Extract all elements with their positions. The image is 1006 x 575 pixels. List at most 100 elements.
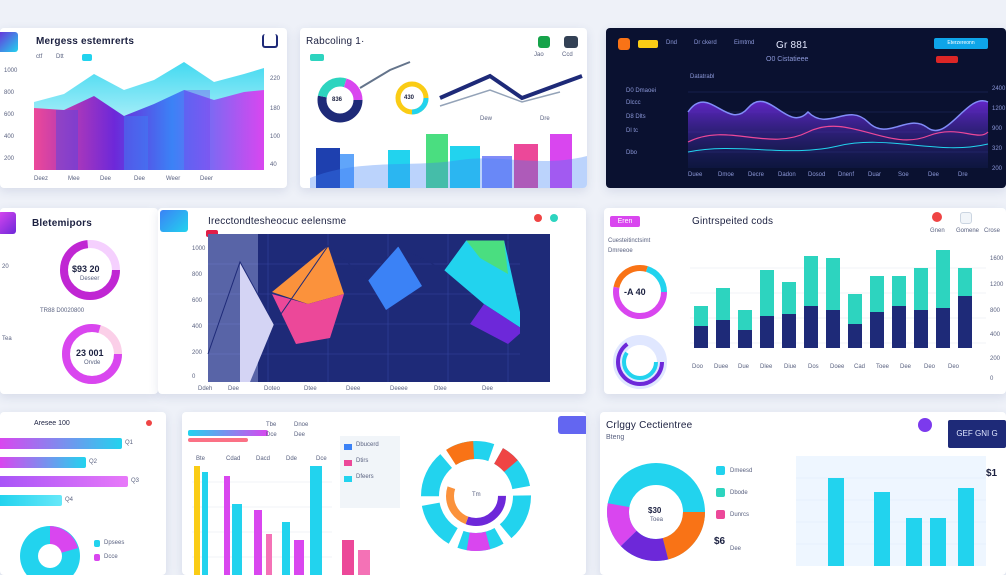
donut-slice bbox=[607, 463, 705, 561]
donut-slice bbox=[607, 463, 705, 561]
refresh-icon[interactable] bbox=[550, 214, 558, 222]
bar bbox=[906, 518, 922, 566]
header-bar bbox=[188, 430, 268, 436]
toolbar-item[interactable]: Crose bbox=[984, 228, 1001, 234]
bar-row bbox=[0, 457, 86, 468]
y-tick: 320 bbox=[992, 146, 1003, 152]
x-tick: Due bbox=[738, 364, 750, 370]
area-wave bbox=[310, 156, 587, 188]
series-pink bbox=[272, 294, 344, 344]
panel-aresee: Aresee 100 Q1 Q2 Q3 Q4 Dpsees Dcce bbox=[0, 412, 166, 575]
x-tick: Ddeh bbox=[198, 386, 213, 392]
x-tick: Dee bbox=[228, 386, 240, 392]
legend-item: Dlccc bbox=[626, 100, 641, 106]
toolbar-item[interactable]: Gnen bbox=[930, 228, 945, 234]
panel-gr881: Dnd Dr ckerd Eimtmd Gr 881 O0 Cistatieee… bbox=[606, 28, 1006, 188]
primary-button[interactable]: GEF GNI G bbox=[948, 420, 1006, 448]
gintrspeited-widgets bbox=[613, 265, 667, 389]
legend-item: ctf bbox=[36, 54, 43, 60]
x-tick: Cad bbox=[854, 364, 866, 370]
share-icon[interactable] bbox=[960, 212, 972, 224]
inner-ring bbox=[446, 466, 506, 526]
toggle-icon[interactable] bbox=[538, 36, 550, 48]
y-tick: 200 bbox=[4, 156, 15, 162]
x-tick: Dee bbox=[900, 364, 912, 370]
y-tick: 600 bbox=[192, 298, 203, 304]
panel-gintrspeited: Eren Gintrspeited cods Cuesteitinctsimt … bbox=[604, 208, 1006, 394]
legend-item: D0 Dmaoei bbox=[626, 88, 657, 94]
bar-label: Q1 bbox=[125, 440, 134, 446]
header-label: Dnoe bbox=[294, 422, 309, 428]
legend-item: Dunrcs bbox=[730, 512, 750, 518]
bar bbox=[804, 306, 818, 348]
settings-icon[interactable] bbox=[564, 36, 578, 48]
user-avatar[interactable] bbox=[918, 418, 932, 432]
axis-label: Dre bbox=[540, 116, 550, 122]
donut-b-fill bbox=[62, 324, 122, 384]
legend-swatch bbox=[94, 554, 100, 561]
bar bbox=[224, 476, 230, 575]
bar bbox=[316, 148, 340, 188]
bar-label: Q2 bbox=[89, 459, 98, 465]
menu-icon[interactable] bbox=[0, 212, 16, 234]
x-tick: Dre bbox=[958, 172, 968, 178]
donut-ring-segment bbox=[613, 265, 667, 319]
horizontal-bar-chart: Q1 Q2 Q3 Q4 bbox=[0, 438, 160, 522]
bar bbox=[936, 308, 950, 348]
bar bbox=[870, 312, 884, 348]
series-purple bbox=[470, 304, 524, 344]
bar bbox=[388, 150, 410, 188]
expand-icon[interactable] bbox=[262, 34, 278, 48]
panel-bletemipors: Bletemipors 20 Tea $93 20 Deseer TR88 D0… bbox=[0, 208, 158, 394]
rabcoling-chart bbox=[310, 61, 587, 188]
filter-icon[interactable] bbox=[534, 214, 542, 222]
y-tick: 1000 bbox=[192, 246, 206, 252]
small-donut-fill bbox=[616, 338, 664, 386]
panel-merges-chart: Mergess estemrerts ctf Dtt 1000 800 600 … bbox=[0, 28, 287, 188]
x-tick: Toee bbox=[876, 364, 890, 370]
x-tick: Dee bbox=[100, 176, 112, 182]
x-tick: Dnenf bbox=[838, 172, 855, 178]
legend-swatch bbox=[716, 510, 725, 519]
label: Cuesteitinctsimt bbox=[608, 238, 651, 244]
side-label: Tea bbox=[2, 336, 12, 342]
tag-chip bbox=[638, 40, 658, 48]
add-icon[interactable] bbox=[932, 212, 942, 222]
plot-background bbox=[796, 456, 986, 566]
x-tick: Dee bbox=[928, 172, 940, 178]
badge-box bbox=[558, 416, 586, 434]
inner-ring-segment bbox=[446, 466, 506, 526]
primary-button[interactable]: Eterzereonn bbox=[934, 38, 988, 49]
donut-b-segment bbox=[395, 81, 429, 115]
x-tick: Deee bbox=[346, 386, 361, 392]
bar bbox=[266, 534, 272, 575]
area-series-main bbox=[34, 90, 264, 170]
x-tick: Decre bbox=[748, 172, 765, 178]
right-column bbox=[520, 240, 550, 382]
mixed-bar-chart bbox=[192, 416, 586, 575]
toolbar-item[interactable]: Gomene bbox=[956, 228, 980, 234]
crlggy-bar-chart bbox=[796, 456, 986, 566]
donut-value: $30 bbox=[648, 506, 662, 515]
bar bbox=[514, 144, 538, 188]
small-donut-fill bbox=[622, 344, 658, 380]
header-label: Tbe bbox=[266, 422, 277, 428]
panel-title: Gr 881 bbox=[776, 40, 808, 51]
y-tick: 1200 bbox=[990, 282, 1004, 288]
ring-label: Tm bbox=[472, 492, 481, 498]
y-tick: 200 bbox=[192, 350, 203, 356]
close-icon[interactable] bbox=[146, 420, 152, 426]
panel-title: Aresee 100 bbox=[34, 420, 70, 427]
x-tick: Mee bbox=[68, 176, 80, 182]
donut-a-segment bbox=[317, 77, 363, 123]
bar bbox=[202, 472, 208, 575]
x-tick: Dtee bbox=[304, 386, 317, 392]
badge-button[interactable]: Eren bbox=[610, 216, 640, 227]
wave-line bbox=[687, 99, 989, 132]
x-tick: Dlee bbox=[760, 364, 773, 370]
y-tick: 200 bbox=[990, 356, 1001, 362]
y-tick: 1200 bbox=[992, 106, 1006, 112]
panel-title: Irecctondtesheocuc eelensme bbox=[208, 216, 347, 227]
panel-rabcoling: Rabcoling 1· Jao Ccd 836 430 Dew Dre bbox=[300, 28, 587, 188]
legend-item: Dl tc bbox=[626, 128, 638, 134]
